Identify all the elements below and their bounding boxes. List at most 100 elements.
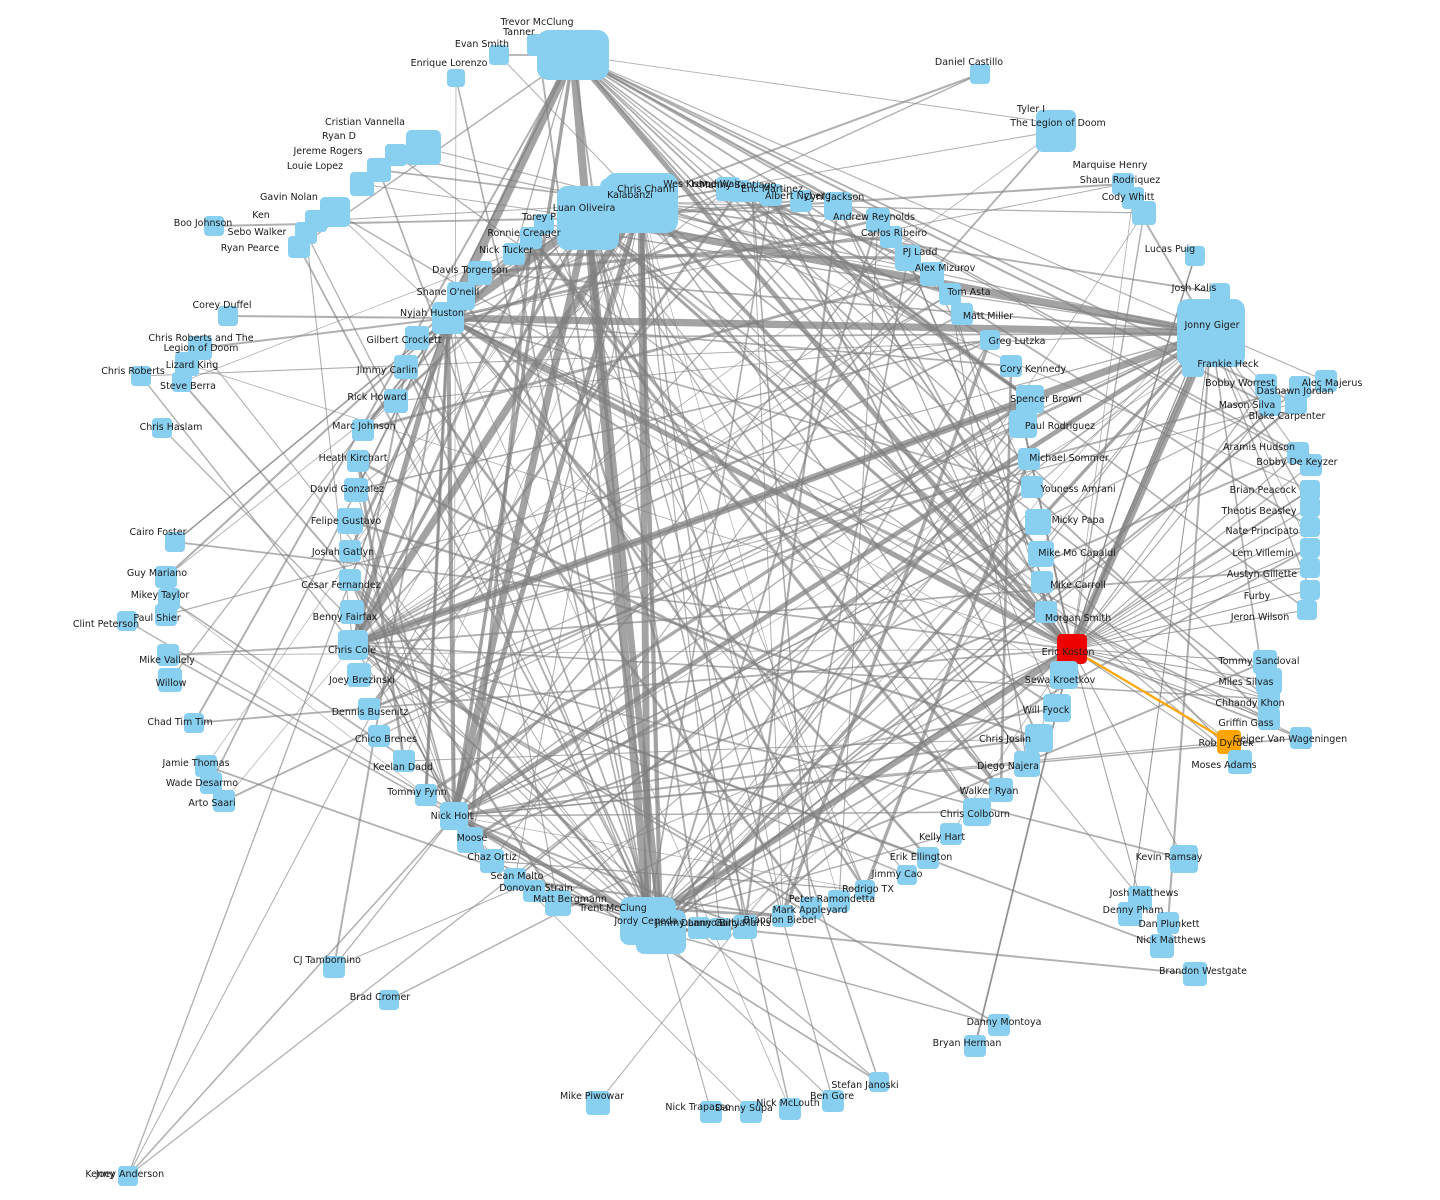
graph-node[interactable] (489, 45, 509, 65)
graph-node[interactable] (709, 918, 731, 940)
graph-node[interactable] (152, 418, 172, 438)
graph-node[interactable] (1285, 392, 1307, 414)
graph-node[interactable] (880, 226, 902, 248)
graph-node[interactable] (1259, 394, 1281, 416)
graph-node[interactable] (350, 172, 374, 196)
graph-node[interactable] (394, 355, 418, 379)
graph-node[interactable] (1185, 246, 1205, 266)
graph-node[interactable] (155, 604, 177, 626)
graph-node[interactable] (1315, 370, 1337, 392)
graph-node[interactable] (742, 182, 762, 202)
graph-node[interactable] (557, 186, 619, 250)
graph-node[interactable] (172, 372, 192, 392)
graph-node[interactable] (1300, 580, 1320, 600)
graph-node[interactable] (165, 532, 185, 552)
graph-node[interactable] (1009, 410, 1037, 438)
graph-node[interactable] (339, 569, 361, 591)
graph-node[interactable] (480, 849, 504, 873)
graph-node[interactable] (338, 630, 368, 660)
graph-node[interactable] (447, 69, 465, 87)
graph-node[interactable] (504, 868, 526, 890)
graph-node[interactable] (337, 508, 363, 534)
graph-node[interactable] (155, 566, 177, 588)
graph-node[interactable] (822, 1090, 844, 1112)
graph-node[interactable] (951, 303, 973, 325)
graph-node[interactable] (1036, 110, 1076, 152)
graph-node[interactable] (379, 990, 399, 1010)
graph-node[interactable] (347, 663, 371, 687)
graph-node[interactable] (1043, 694, 1071, 722)
graph-node[interactable] (1021, 476, 1043, 498)
graph-node[interactable] (117, 611, 137, 631)
graph-node[interactable] (288, 236, 310, 258)
graph-node[interactable] (980, 330, 1000, 350)
graph-node[interactable] (1182, 355, 1204, 377)
graph-node[interactable] (204, 216, 224, 236)
graph-node[interactable] (855, 880, 875, 900)
graph-node[interactable] (989, 778, 1013, 802)
graph-node[interactable] (828, 890, 850, 912)
graph-node[interactable] (1000, 355, 1022, 377)
graph-node[interactable] (740, 1101, 762, 1123)
graph-node[interactable] (1025, 509, 1051, 535)
graph-node[interactable] (520, 227, 542, 249)
graph-node[interactable] (800, 897, 822, 919)
graph-node[interactable] (352, 419, 374, 441)
graph-node[interactable] (457, 827, 483, 853)
graph-node[interactable] (503, 243, 525, 265)
graph-node[interactable] (1258, 688, 1280, 710)
graph-node[interactable] (1170, 845, 1198, 873)
graph-node[interactable] (1157, 912, 1179, 934)
graph-node[interactable] (195, 755, 217, 777)
graph-node[interactable] (688, 917, 710, 939)
graph-node[interactable] (432, 302, 464, 334)
graph-node[interactable] (1300, 558, 1320, 578)
graph-node[interactable] (527, 34, 549, 56)
graph-node[interactable] (1150, 934, 1174, 958)
graph-node[interactable] (1018, 448, 1040, 470)
graph-node[interactable] (384, 389, 408, 413)
graph-node[interactable] (636, 910, 686, 954)
graph-node[interactable] (1210, 283, 1230, 303)
graph-node[interactable] (897, 865, 917, 885)
graph-node[interactable] (1300, 480, 1320, 500)
graph-node[interactable] (440, 802, 468, 830)
graph-node[interactable] (790, 190, 812, 212)
graph-node[interactable] (406, 130, 441, 165)
graph-node[interactable] (213, 790, 235, 812)
graph-node[interactable] (586, 1091, 610, 1115)
graph-node[interactable] (1014, 751, 1040, 777)
graph-node[interactable] (1183, 962, 1207, 986)
graph-node[interactable] (1028, 541, 1054, 567)
graph-node[interactable] (1258, 708, 1280, 730)
graph-node[interactable] (368, 725, 390, 747)
graph-node[interactable] (118, 1166, 138, 1186)
graph-node[interactable] (545, 890, 571, 916)
graph-node[interactable] (920, 262, 944, 286)
graph-node[interactable] (157, 644, 179, 666)
graph-node[interactable] (869, 1072, 889, 1092)
graph-node[interactable] (347, 450, 369, 472)
graph-node[interactable] (537, 30, 609, 80)
graph-node[interactable] (917, 847, 939, 869)
graph-node[interactable] (939, 283, 961, 305)
graph-node[interactable] (963, 798, 991, 826)
graph-node[interactable] (1300, 497, 1320, 517)
graph-node[interactable] (323, 956, 345, 978)
graph-node[interactable] (1025, 724, 1053, 752)
graph-node[interactable] (1031, 571, 1053, 593)
graph-node[interactable] (1050, 661, 1078, 689)
graph-node[interactable] (970, 64, 990, 84)
graph-node[interactable] (393, 750, 415, 772)
graph-node[interactable] (1290, 727, 1312, 749)
graph-node[interactable] (1016, 385, 1044, 413)
graph-node[interactable] (1300, 454, 1322, 476)
graph-node[interactable] (131, 366, 151, 386)
graph-node[interactable] (1255, 374, 1277, 396)
graph-node[interactable] (339, 540, 361, 562)
graph-node[interactable] (340, 600, 364, 624)
graph-node[interactable] (184, 713, 204, 733)
graph-node[interactable] (733, 915, 757, 939)
graph-node[interactable] (824, 192, 852, 220)
graph-node[interactable] (964, 1035, 986, 1057)
